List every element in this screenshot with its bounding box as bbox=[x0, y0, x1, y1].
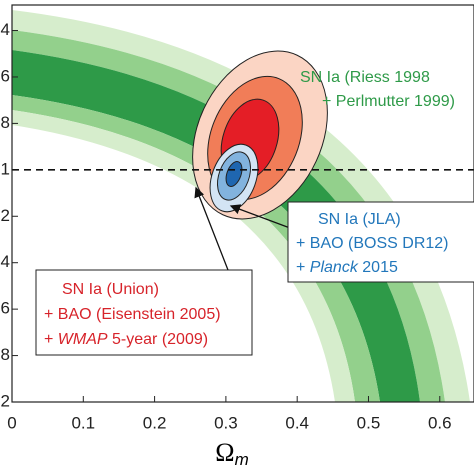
x-tick-label: 0.5 bbox=[357, 413, 381, 432]
annotation-box bbox=[35, 269, 253, 356]
y-tick-label: 2 bbox=[1, 206, 10, 225]
annotation: SN Ia (Union) bbox=[62, 281, 159, 298]
annotation: + BAO (BOSS DR12) bbox=[296, 235, 449, 252]
arrow bbox=[229, 204, 291, 229]
y-tick-label: 2 bbox=[1, 391, 10, 410]
y-tick-label: 6 bbox=[1, 299, 10, 318]
arrow bbox=[194, 186, 229, 271]
annotation: + Planck 2015 bbox=[296, 259, 398, 276]
text-part: + bbox=[44, 331, 58, 348]
y-tick-label: 8 bbox=[1, 345, 10, 364]
x-axis-label: Ωm bbox=[215, 438, 249, 470]
text-part: + bbox=[296, 259, 310, 276]
jla-contours bbox=[209, 143, 259, 213]
text-part: m bbox=[235, 450, 249, 469]
annotation: SN Ia (Riess 1998 bbox=[300, 69, 430, 86]
y-tick-label: 8 bbox=[1, 113, 10, 132]
y-tick-label: 1 bbox=[1, 159, 10, 178]
annotation-box bbox=[287, 201, 474, 283]
text-part: Ω bbox=[215, 438, 234, 467]
annotation: + BAO (Eisenstein 2005) bbox=[44, 306, 221, 323]
text-part: 5-year (2009) bbox=[108, 331, 209, 348]
x-tick-label: 0.2 bbox=[143, 413, 167, 432]
text-part: 2015 bbox=[358, 259, 398, 276]
band-outer-lower bbox=[12, 110, 355, 402]
x-tick-label: 0 bbox=[7, 413, 16, 432]
x-tick-label: 0.4 bbox=[285, 413, 309, 432]
annotation: + Perlmutter 1999) bbox=[322, 93, 455, 110]
y-tick-label: 4 bbox=[1, 20, 10, 39]
contour-1sigma bbox=[225, 161, 243, 187]
annotation: + WMAP 5-year (2009) bbox=[44, 331, 208, 348]
x-tick-label: 0.1 bbox=[71, 413, 95, 432]
annotation: SN Ia (JLA) bbox=[318, 211, 401, 228]
x-tick-label: 0.6 bbox=[428, 413, 452, 432]
text-part: Planck bbox=[310, 259, 359, 276]
y-tick-label: 4 bbox=[1, 252, 10, 271]
plot-frame bbox=[11, 4, 474, 403]
y-tick-label: 6 bbox=[1, 66, 10, 85]
x-tick-label: 0.3 bbox=[214, 413, 238, 432]
text-part: WMAP bbox=[58, 331, 108, 348]
